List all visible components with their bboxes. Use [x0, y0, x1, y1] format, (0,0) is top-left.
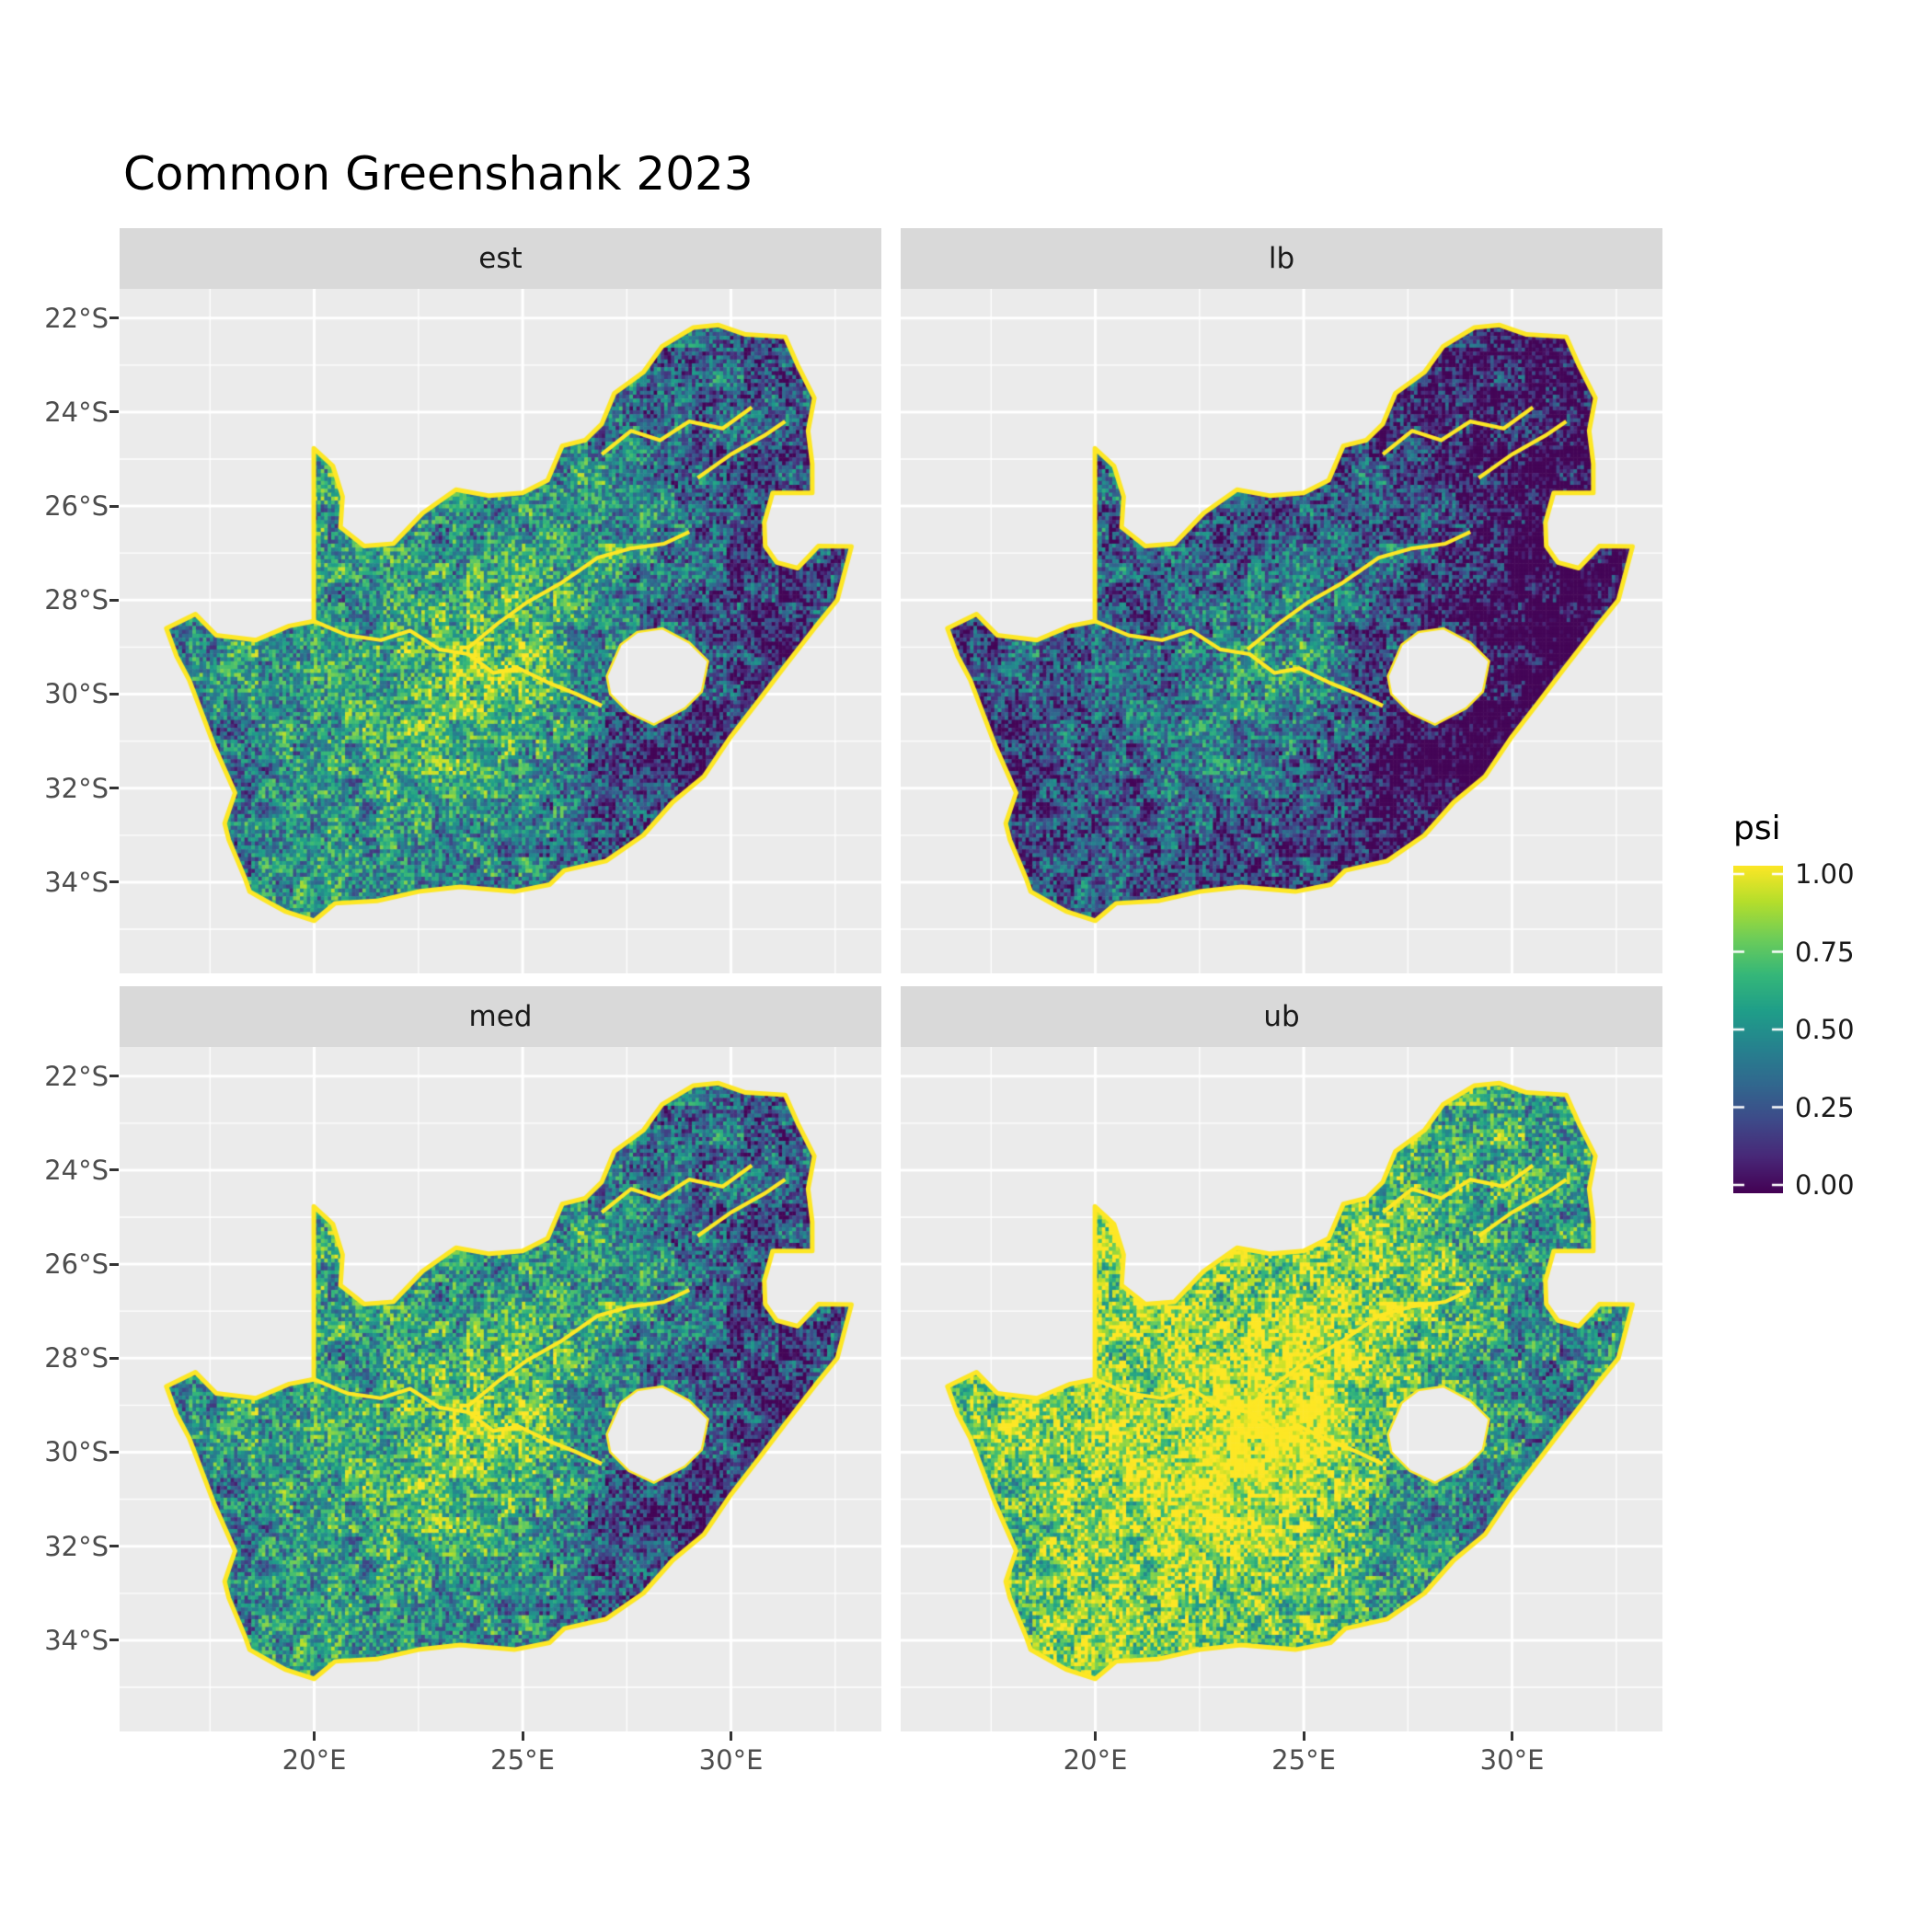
- x-axis-tick-label: 25°E: [490, 1744, 555, 1776]
- legend-tick-label: 0.75: [1795, 936, 1855, 968]
- y-axis-tick-label: 22°S: [44, 302, 109, 334]
- facet-strip-med: med: [120, 986, 881, 1047]
- map-canvas-est: [120, 289, 881, 973]
- map-canvas-med: [120, 1047, 881, 1731]
- x-axis-tick-label: 30°E: [698, 1744, 764, 1776]
- y-axis-tick-mark: [109, 787, 119, 790]
- y-axis-tick-label: 34°S: [44, 866, 109, 898]
- legend-tick-label: 1.00: [1795, 858, 1855, 890]
- y-axis-tick-mark: [109, 692, 119, 696]
- y-axis-tick-mark: [109, 1356, 119, 1360]
- legend-title: psi: [1733, 810, 1781, 847]
- y-axis-tick-label: 24°S: [44, 1154, 109, 1186]
- x-axis-tick-label: 30°E: [1479, 1744, 1545, 1776]
- y-axis-tick-mark: [109, 1168, 119, 1172]
- y-axis-tick-mark: [109, 316, 119, 320]
- figure-title: Common Greenshank 2023: [123, 147, 753, 201]
- facet-strip-est: est: [120, 228, 881, 289]
- legend-colorbar: [1733, 866, 1783, 1193]
- x-axis-tick-label: 20°E: [1063, 1744, 1128, 1776]
- legend-tick-label: 0.00: [1795, 1169, 1855, 1201]
- map-canvas-lb: [901, 289, 1662, 973]
- y-axis-tick-mark: [109, 1450, 119, 1454]
- y-axis-tick-mark: [109, 598, 119, 602]
- legend-tick-label: 0.50: [1795, 1014, 1855, 1045]
- y-axis-tick-mark: [109, 1545, 119, 1548]
- y-axis-tick-label: 26°S: [44, 490, 109, 523]
- y-axis-tick-label: 28°S: [44, 584, 109, 616]
- y-axis-tick-mark: [109, 1639, 119, 1642]
- y-axis-tick-label: 28°S: [44, 1342, 109, 1374]
- map-canvas-ub: [901, 1047, 1662, 1731]
- y-axis-tick-label: 30°S: [44, 1436, 109, 1468]
- y-axis-tick-mark: [109, 410, 119, 414]
- legend-tick-label: 0.25: [1795, 1091, 1855, 1123]
- y-axis-tick-label: 26°S: [44, 1248, 109, 1281]
- facet-label-lb: lb: [1268, 242, 1295, 275]
- x-axis-tick-mark: [1302, 1731, 1305, 1741]
- facet-strip-ub: ub: [901, 986, 1662, 1047]
- y-axis-tick-mark: [109, 504, 119, 508]
- x-axis-tick-label: 20°E: [282, 1744, 347, 1776]
- y-axis-tick-label: 24°S: [44, 396, 109, 428]
- y-axis-tick-label: 32°S: [44, 772, 109, 804]
- facet-strip-lb: lb: [901, 228, 1662, 289]
- facet-label-ub: ub: [1263, 1000, 1300, 1033]
- x-axis-tick-mark: [1094, 1731, 1098, 1741]
- y-axis-tick-mark: [109, 880, 119, 884]
- x-axis-tick-mark: [313, 1731, 316, 1741]
- x-axis-tick-mark: [730, 1731, 733, 1741]
- y-axis-tick-mark: [109, 1075, 119, 1078]
- y-axis-tick-mark: [109, 1262, 119, 1266]
- y-axis-tick-label: 30°S: [44, 678, 109, 710]
- facet-label-med: med: [468, 1000, 533, 1033]
- x-axis-tick-mark: [1511, 1731, 1514, 1741]
- x-axis-tick-label: 25°E: [1271, 1744, 1336, 1776]
- y-axis-tick-label: 32°S: [44, 1530, 109, 1562]
- x-axis-tick-mark: [521, 1731, 524, 1741]
- y-axis-tick-label: 34°S: [44, 1624, 109, 1656]
- facet-label-est: est: [478, 242, 523, 275]
- y-axis-tick-label: 22°S: [44, 1060, 109, 1092]
